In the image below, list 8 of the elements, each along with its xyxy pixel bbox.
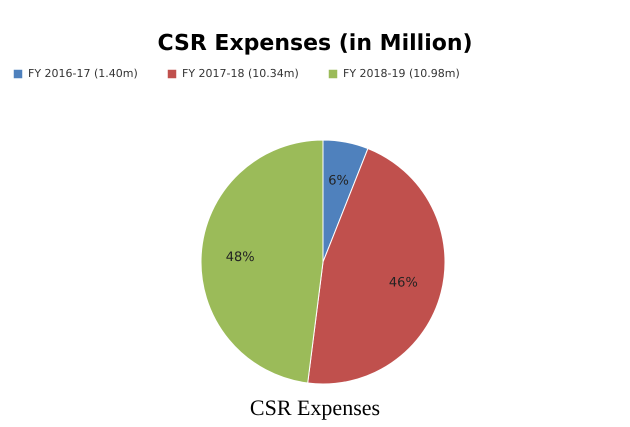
data-label: 46% <box>388 276 418 291</box>
data-label: 6% <box>328 174 349 189</box>
legend-label: FY 2016-17 (1.40m) <box>28 67 138 80</box>
data-label: 48% <box>226 250 255 265</box>
legend-label: FY 2017-18 (10.34m) <box>182 67 299 80</box>
text: CSR Expenses <box>250 395 380 420</box>
chart-title: CSR Expenses (in Million) <box>157 31 473 56</box>
legend-label: FY 2018-19 (10.98m) <box>343 67 460 80</box>
